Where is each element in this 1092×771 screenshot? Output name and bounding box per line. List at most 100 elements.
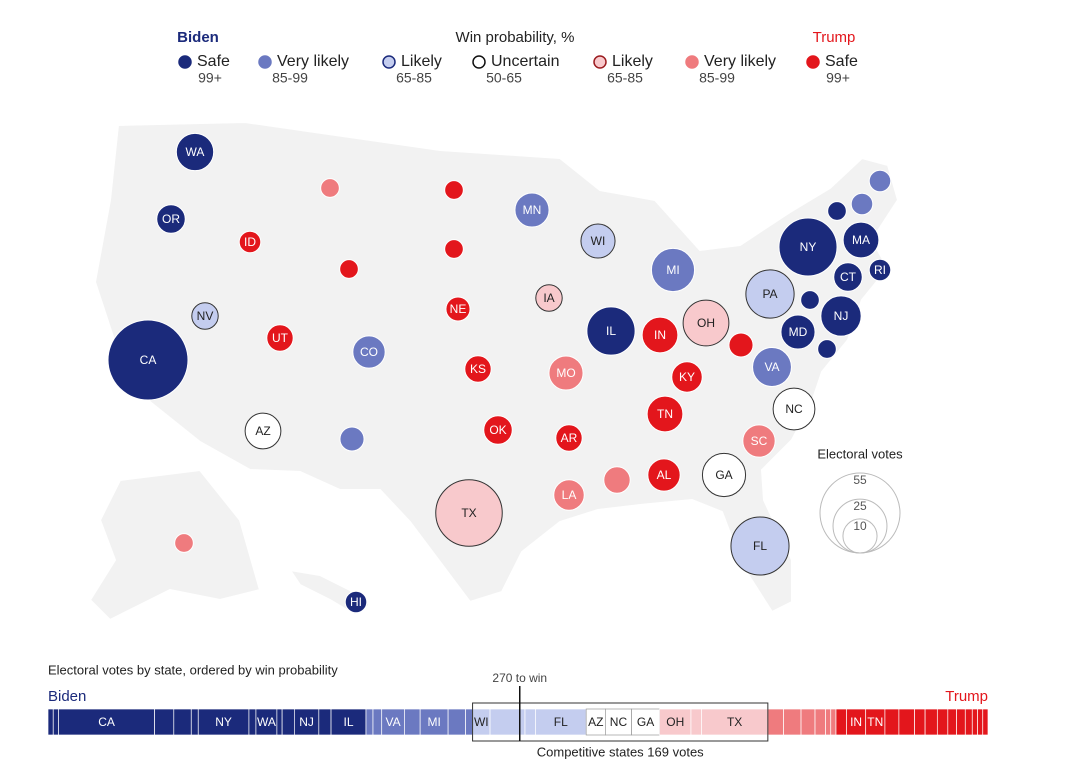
bar-segment (690, 708, 702, 736)
legend-range: 50-65 (486, 70, 522, 86)
legend-swatch (593, 55, 607, 69)
state-label: MD (789, 325, 808, 339)
bar-segment (956, 708, 966, 736)
bar-segment (767, 708, 784, 736)
state-bubble (444, 180, 464, 200)
legend-swatch (178, 55, 192, 69)
state-label: AZ (255, 424, 270, 438)
legend-range: 99+ (826, 70, 850, 86)
state-label: KS (470, 362, 486, 376)
state-bubble (868, 169, 892, 193)
state-label: LA (562, 488, 577, 502)
size-legend-label: 25 (853, 499, 867, 513)
bar-right: Trump (945, 688, 988, 705)
legend-name: Very likely (277, 53, 349, 70)
bar-segment (404, 708, 421, 736)
bar-segment (884, 708, 900, 736)
legend-range: 85-99 (272, 70, 308, 86)
legend-swatch (685, 55, 699, 69)
bar-label: OH (666, 715, 684, 729)
state-bubble (730, 516, 790, 576)
bar-segment (898, 708, 915, 736)
legend-swatch (806, 55, 820, 69)
state-bubble (266, 324, 294, 352)
bar-segment (330, 708, 367, 736)
state-bubble (647, 458, 681, 492)
bar-segment (924, 708, 938, 736)
legend-range: 85-99 (699, 70, 735, 86)
state-bubble (244, 412, 282, 450)
state-bubble (682, 299, 730, 347)
state-bubble (745, 269, 795, 319)
state-label: CT (840, 270, 857, 284)
bar-label: VA (386, 715, 401, 729)
legend-name: Likely (612, 53, 653, 70)
bar-segment (982, 708, 989, 736)
bar-segment (835, 708, 847, 736)
state-label: GA (715, 468, 732, 482)
bar-segment (318, 708, 332, 736)
state-bubble (548, 355, 584, 391)
state-label: TX (461, 506, 476, 520)
state-label: MO (556, 366, 575, 380)
bar-label: NC (610, 715, 628, 729)
state-bubble (842, 221, 880, 259)
bar-segment (977, 708, 984, 736)
bar-label: AZ (588, 715, 603, 729)
bar-segment (47, 708, 54, 736)
state-bubble (553, 479, 585, 511)
state-bubble (191, 302, 219, 330)
legend-name: Very likely (704, 53, 776, 70)
size-legend-title: Electoral votes (817, 446, 903, 461)
competitive-box (472, 702, 769, 742)
state-bubble (435, 479, 503, 547)
bar-segment (971, 708, 978, 736)
legend-name: Uncertain (491, 53, 559, 70)
state-bubble (339, 426, 365, 452)
state-bubble (868, 258, 892, 282)
size-legend-circle (842, 518, 878, 554)
state-label: KY (679, 370, 695, 384)
state-bubble (238, 230, 262, 254)
size-legend-label: 10 (853, 519, 867, 533)
legend-swatch (382, 55, 396, 69)
legend-range: 65-85 (396, 70, 432, 86)
state-bubble (671, 361, 703, 393)
bar-segment (281, 708, 295, 736)
state-bubble (701, 452, 747, 498)
legend-title: Win probability, % (456, 29, 575, 46)
state-label: NE (450, 302, 467, 316)
state-bubble (174, 533, 194, 553)
bar-label: TN (867, 715, 883, 729)
bar-segment (419, 708, 449, 736)
bar-segment (783, 708, 802, 736)
state-label: PA (762, 287, 777, 301)
state-label: TN (657, 407, 673, 421)
bar-label: MI (427, 715, 440, 729)
state-bubble (742, 424, 776, 458)
state-bubble (175, 132, 215, 172)
legend-name: Safe (825, 53, 858, 70)
bar-segment (524, 708, 536, 736)
state-bubble (603, 466, 631, 494)
bar-label: NY (215, 715, 232, 729)
state-bubble (850, 192, 874, 216)
state-bubble (752, 347, 792, 387)
bar-segment (154, 708, 175, 736)
state-bubble (535, 284, 563, 312)
legend-swatch (258, 55, 272, 69)
state-bubble (778, 217, 838, 277)
bar-segment (372, 708, 383, 736)
bar-segment (276, 708, 283, 736)
legend-swatch (472, 55, 486, 69)
bar-title: Electoral votes by state, ordered by win… (48, 662, 338, 677)
state-bubble (107, 319, 189, 401)
state-label: IN (654, 328, 666, 342)
bar-segment (52, 708, 59, 736)
bar-label: WI (474, 715, 489, 729)
bar-segment (294, 708, 320, 736)
legend-range: 99+ (198, 70, 222, 86)
bar-label: FL (554, 715, 568, 729)
state-label: ID (244, 235, 256, 249)
